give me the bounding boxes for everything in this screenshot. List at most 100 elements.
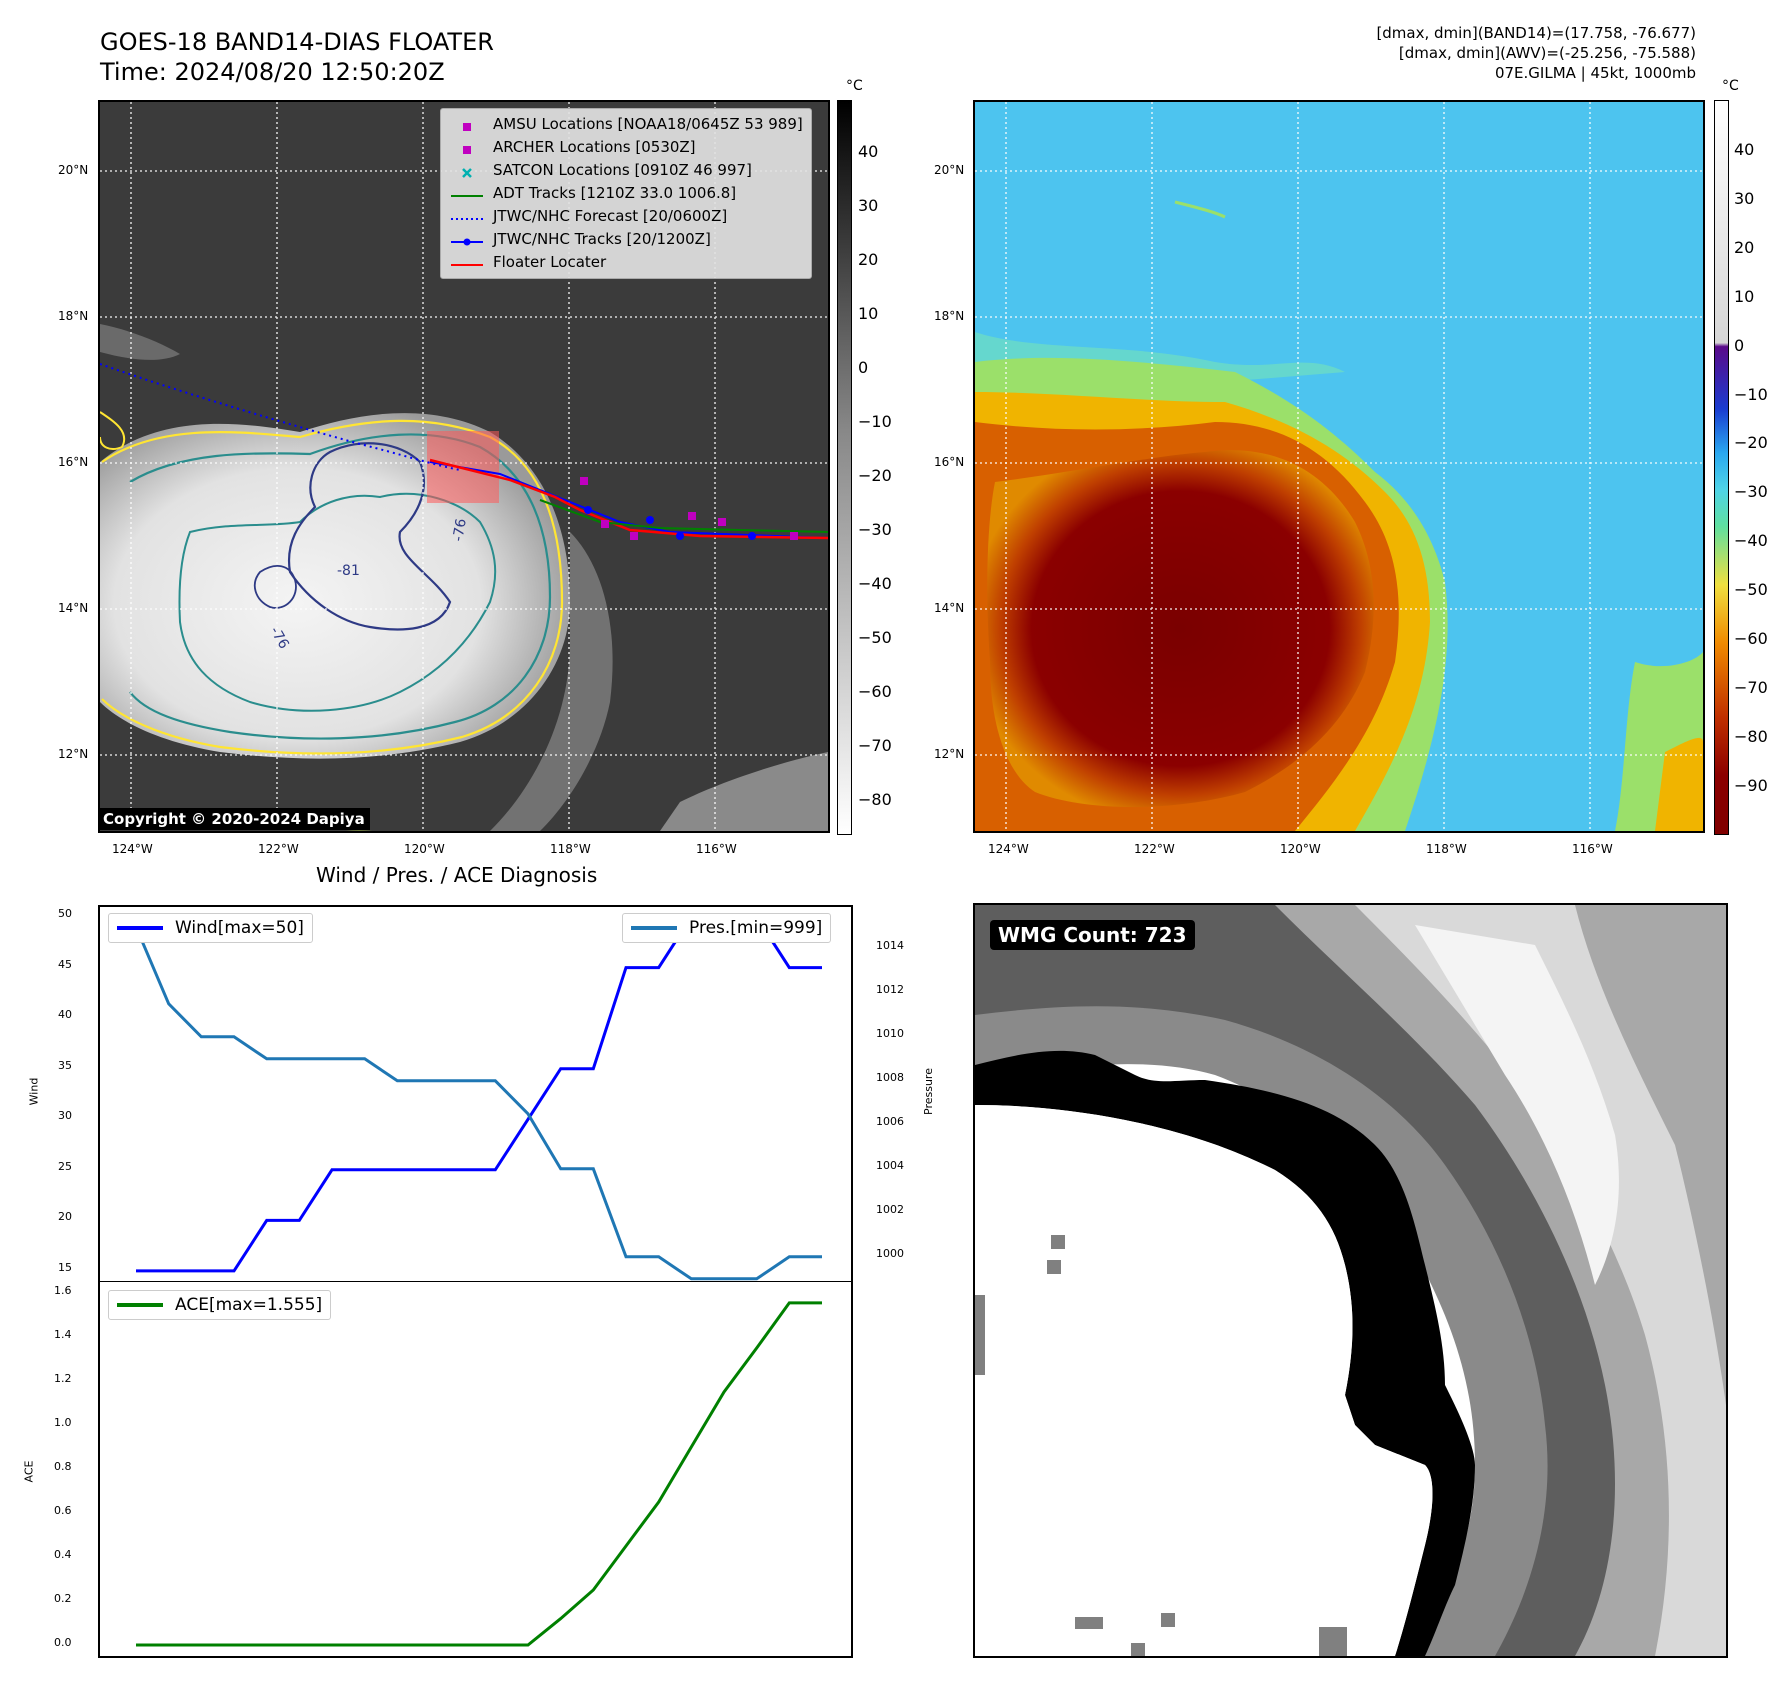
legend-amsu: AMSU Locations [NOAA18/0645Z 53 989] [449, 113, 803, 136]
pressure-tick-label: 1014 [876, 938, 904, 952]
wind-pressure-chart [134, 915, 822, 1281]
line-marker-icon [449, 256, 485, 270]
line-swatch-icon [117, 926, 163, 930]
color-colorbar-tick: −70 [1734, 677, 1768, 697]
color-colorbar-tick: 20 [1734, 237, 1755, 257]
ace-tick-label: 1.6 [54, 1284, 72, 1297]
line-marker-icon [449, 187, 485, 201]
wind-tick-label: 15 [58, 1260, 72, 1274]
legend-adt: ADT Tracks [1210Z 33.0 1006.8] [449, 182, 803, 205]
pressure-tick-label: 1004 [876, 1158, 904, 1172]
gray-colorbar-tick: −40 [858, 574, 892, 593]
line-swatch-icon [117, 1303, 163, 1307]
ace-tick-label: 0.6 [54, 1504, 72, 1517]
pressure-tick-label: 1006 [876, 1114, 904, 1128]
lat-label: 16°N [934, 455, 965, 469]
enhanced-map [975, 102, 1703, 831]
lon-label: 120°W [404, 842, 445, 856]
gray-colorbar-tick: 30 [858, 196, 879, 215]
gray-colorbar-tick: 10 [858, 304, 879, 323]
ace-tick-label: 0.2 [54, 1592, 72, 1605]
lat-label: 18°N [934, 309, 965, 323]
lon-label: 116°W [1572, 842, 1613, 856]
gray-colorbar-unit: °C [846, 78, 863, 94]
wind-tick-label: 50 [58, 907, 72, 921]
lon-label: 122°W [1134, 842, 1175, 856]
wind-tick-label: 30 [58, 1109, 72, 1123]
dotted-line-icon [449, 210, 485, 224]
gray-colorbar-tick: −20 [858, 466, 892, 485]
lat-label: 14°N [934, 601, 965, 615]
ace-tick-label: 0.8 [54, 1460, 72, 1473]
pressure-series-line [134, 926, 822, 1281]
chart-title: GOES-18 BAND14-DIAS FLOATER [100, 28, 494, 56]
color-colorbar-tick: −40 [1734, 531, 1768, 551]
pressure-tick-label: 1010 [876, 1026, 904, 1040]
pressure-legend: Pres.[min=999] [622, 913, 832, 943]
wind-tick-label: 45 [58, 957, 72, 971]
info-storm: 07E.GILMA | 45kt, 1000mb [1494, 64, 1696, 82]
contour-label-2: -76 [450, 517, 470, 542]
legend-tracks: JTWC/NHC Tracks [20/1200Z] [449, 228, 803, 251]
legend-floater: Floater Locater [449, 251, 803, 274]
gray-colorbar-tick: −30 [858, 520, 892, 539]
pressure-tick-label: 1000 [876, 1246, 904, 1260]
pressure-tick-label: 1002 [876, 1202, 904, 1216]
wind-tick-label: 25 [58, 1159, 72, 1173]
ace-panel [98, 1281, 853, 1658]
lon-label: 118°W [1426, 842, 1467, 856]
wind-series-line [136, 915, 822, 1273]
lat-label: 12°N [934, 747, 965, 761]
gray-colorbar-tick: 20 [858, 250, 879, 269]
info-awv: [dmax, dmin](AWV)=(-25.256, -75.588) [1398, 44, 1696, 62]
info-band14: [dmax, dmin](BAND14)=(17.758, -76.677) [1376, 24, 1696, 42]
gray-colorbar-tick: −80 [858, 790, 892, 809]
legend-archer: ARCHER Locations [0530Z] [449, 136, 803, 159]
color-colorbar-tick: −50 [1734, 580, 1768, 600]
color-colorbar-tick: 30 [1734, 188, 1755, 208]
color-colorbar [1714, 100, 1729, 835]
wind-tick-label: 35 [58, 1058, 72, 1072]
lat-label: 20°N [58, 163, 89, 177]
color-colorbar-tick: −60 [1734, 629, 1768, 648]
lat-label: 14°N [58, 601, 89, 615]
wind-legend: Wind[max=50] [108, 913, 313, 943]
line-dot-icon [449, 233, 485, 247]
diagnosis-title: Wind / Pres. / ACE Diagnosis [316, 863, 598, 887]
wind-tick-label: 40 [58, 1008, 72, 1022]
chart-timestamp: Time: 2024/08/20 12:50:20Z [100, 58, 445, 86]
lat-label: 20°N [934, 163, 965, 177]
enhanced-map-panel [973, 100, 1705, 833]
contour-label-1: -81 [337, 563, 360, 579]
ace-axis-label: ACE [22, 1460, 36, 1483]
lon-label: 120°W [1280, 842, 1321, 856]
lat-label: 12°N [58, 747, 89, 761]
color-colorbar-tick: −90 [1734, 775, 1768, 795]
gray-colorbar-tick: 40 [858, 142, 879, 161]
gray-colorbar-tick: 0 [858, 358, 869, 377]
color-colorbar-tick: −20 [1734, 433, 1768, 453]
ace-legend: ACE[max=1.555] [108, 1290, 332, 1320]
ace-tick-label: 1.0 [54, 1416, 72, 1429]
pressure-tick-label: 1012 [876, 982, 904, 996]
color-colorbar-tick: −10 [1734, 384, 1768, 404]
wind-tick-label: 20 [58, 1210, 72, 1224]
color-colorbar-tick: 40 [1734, 140, 1755, 159]
copyright-label: Copyright © 2020-2024 Dapiya [98, 808, 370, 830]
wind-pressure-panel [98, 905, 853, 1282]
legend-satcon: SATCON Locations [0910Z 46 997] [449, 159, 803, 182]
ace-chart [136, 1301, 822, 1647]
wmg-image [975, 905, 1726, 1656]
square-marker-icon [449, 118, 485, 132]
color-colorbar-tick: −80 [1734, 726, 1768, 746]
ace-tick-label: 1.2 [54, 1372, 72, 1385]
ace-tick-label: 0.0 [54, 1636, 72, 1649]
lat-label: 16°N [58, 455, 89, 469]
gray-colorbar-tick: −50 [858, 628, 892, 647]
map-legend: AMSU Locations [NOAA18/0645Z 53 989] ARC… [440, 108, 812, 279]
gray-colorbar [837, 100, 852, 835]
pressure-axis-label: Pressure [921, 1068, 935, 1115]
pressure-tick-label: 1008 [876, 1070, 904, 1084]
lon-label: 116°W [696, 842, 737, 856]
wmg-panel [973, 903, 1728, 1658]
